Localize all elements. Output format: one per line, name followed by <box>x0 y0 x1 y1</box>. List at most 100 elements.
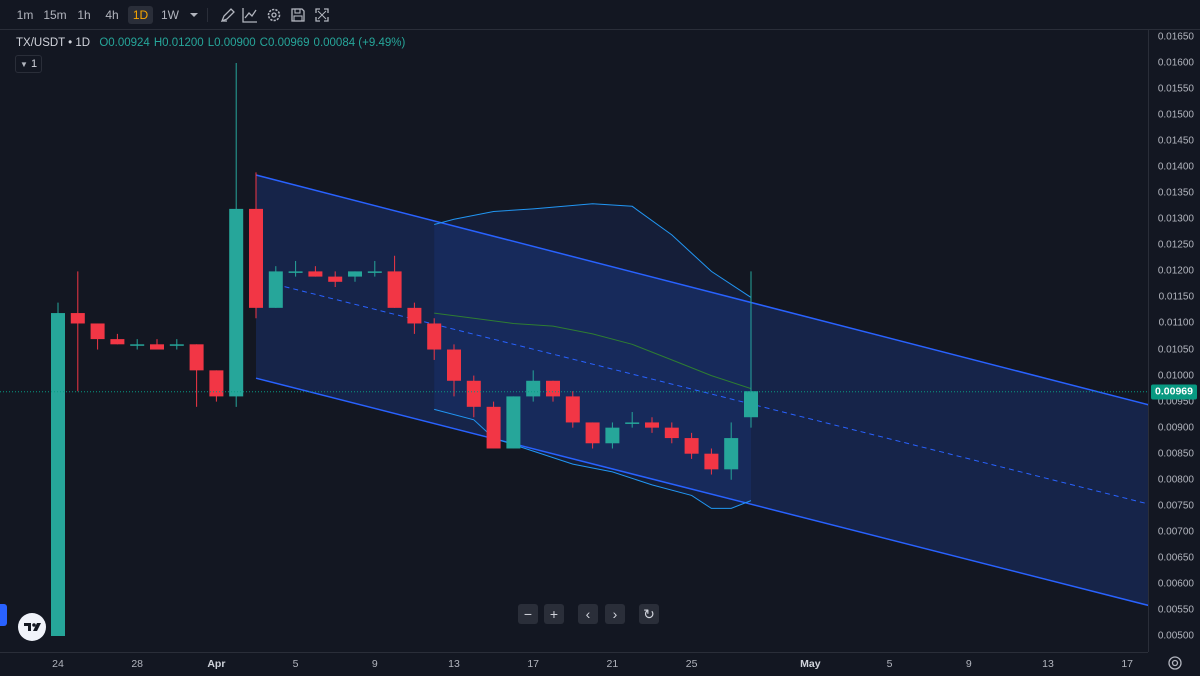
candle <box>328 271 343 288</box>
candle <box>486 401 501 449</box>
channel-fill <box>256 175 1187 616</box>
time-tick-label: 9 <box>965 658 972 670</box>
price-tick-label: 0.01150 <box>1158 291 1194 303</box>
symbol-label[interactable]: TX/USDT • 1D <box>16 37 91 49</box>
candle <box>447 344 461 397</box>
time-tick-label: 13 <box>1042 658 1054 670</box>
candle-body <box>268 271 283 308</box>
timeframe-4h[interactable]: 4h <box>105 8 119 22</box>
candle-body <box>506 396 521 449</box>
price-tick-label: 0.01250 <box>1157 239 1194 251</box>
zoom-out-button[interactable]: − <box>518 604 538 624</box>
regression-channel <box>255 174 1187 616</box>
timeframe-1d[interactable]: 1D <box>128 6 153 24</box>
candle <box>605 422 620 449</box>
candle-body <box>387 271 402 308</box>
candle <box>229 63 244 407</box>
settings-icon[interactable] <box>265 6 283 24</box>
draw-icon[interactable] <box>219 6 237 24</box>
candle-body <box>209 370 224 397</box>
price-axis[interactable]: 0.01650 0.01600 0.01550 0.01500 0.01450 0.014… <box>1148 30 1200 652</box>
candle <box>684 432 699 459</box>
current-price-tag: 0.00969 <box>1151 384 1197 400</box>
timeframe-1m[interactable]: 1m <box>16 8 34 22</box>
candle <box>724 422 739 480</box>
candle-body <box>407 307 422 324</box>
drawing-toolbar-toggle[interactable] <box>0 604 7 626</box>
fullscreen-icon[interactable] <box>313 6 331 24</box>
price-tick-label: 0.00550 <box>1157 604 1194 616</box>
price-tick-label: 0.00950 <box>1157 396 1194 408</box>
candle <box>427 318 442 360</box>
price-tick-label: 0.01650 <box>1157 31 1194 43</box>
channel-upper-line <box>255 174 1187 416</box>
price-tick-label: 0.00800 <box>1157 474 1194 486</box>
candle-body <box>70 313 85 324</box>
price-tick-label: 0.01500 <box>1157 109 1194 121</box>
candle <box>744 271 758 428</box>
candle <box>625 412 640 428</box>
close-value: C0.00969 <box>259 37 310 49</box>
price-tick-label: 0.01350 <box>1157 187 1194 199</box>
candlesticks <box>51 63 758 636</box>
symbol-legend: TX/USDT • 1D O0.00924 H0.01200 L0.00900 C0.… <box>16 37 409 49</box>
gear-icon[interactable] <box>1167 655 1183 671</box>
channel-lower-line <box>255 377 1187 616</box>
scroll-left-button[interactable]: ‹ <box>578 604 598 624</box>
zoom-in-button[interactable]: + <box>544 604 564 624</box>
price-chart[interactable] <box>0 30 1187 652</box>
candle <box>664 422 679 444</box>
candle <box>51 302 65 636</box>
chart-area[interactable] <box>0 30 1187 652</box>
time-tick-label: May <box>800 658 821 670</box>
change-value: 0.00084 (+9.49%) <box>313 37 406 49</box>
timeframe-15m[interactable]: 15m <box>43 8 67 22</box>
time-axis[interactable]: 24 28 Apr 5 9 13 17 21 25 May 5 9 13 17 <box>0 652 1148 675</box>
top-toolbar: 1m 15m 1h 4h 1D 1W <box>0 0 1200 30</box>
tradingview-logo[interactable] <box>18 613 46 641</box>
candle-body <box>546 380 560 397</box>
candle <box>288 260 303 277</box>
price-tick-label: 0.00700 <box>1157 526 1194 538</box>
candle-body <box>308 271 323 277</box>
candle-body <box>348 271 362 277</box>
candle <box>387 255 402 308</box>
time-tick-label: 5 <box>886 658 893 670</box>
indicators-icon[interactable] <box>241 6 259 24</box>
candle <box>367 260 382 277</box>
candle-body <box>51 313 65 636</box>
price-tick-label: 0.00600 <box>1157 578 1194 590</box>
save-icon[interactable] <box>289 6 307 24</box>
price-tick-label: 0.01400 <box>1157 161 1194 173</box>
candle-body <box>744 391 758 418</box>
toolbar-divider <box>207 8 208 22</box>
price-tick-label: 0.01600 <box>1157 57 1194 69</box>
reset-chart-button[interactable]: ↻ <box>639 604 659 624</box>
time-tick-label: 5 <box>292 658 299 670</box>
chevron-down-icon[interactable] <box>185 6 203 24</box>
candle <box>348 271 362 282</box>
candle-body <box>130 344 145 346</box>
indicator-toggle[interactable]: ▼ 1 <box>15 55 43 73</box>
candle-body <box>249 208 263 308</box>
timeframe-1h[interactable]: 1h <box>77 8 91 22</box>
bollinger-basis <box>434 312 752 390</box>
candle-body <box>169 344 184 346</box>
price-tick-label: 0.00900 <box>1157 422 1194 434</box>
open-value: O0.00924 <box>99 37 150 49</box>
candle-body <box>447 349 461 381</box>
candle <box>249 172 263 319</box>
timeframe-1w[interactable]: 1W <box>161 8 179 22</box>
candle-body <box>110 339 125 345</box>
scroll-right-button[interactable]: › <box>605 604 625 624</box>
time-tick-label: 25 <box>685 658 698 670</box>
candle <box>585 422 600 449</box>
candle-body <box>704 453 719 470</box>
candle <box>704 448 719 475</box>
channel-middle-line <box>275 283 1187 515</box>
price-tick-label: 0.01450 <box>1157 135 1194 147</box>
candle <box>189 344 204 407</box>
time-tick-label: 17 <box>1121 658 1134 670</box>
candle-body <box>189 344 204 371</box>
price-tick-label: 0.01550 <box>1157 83 1194 95</box>
